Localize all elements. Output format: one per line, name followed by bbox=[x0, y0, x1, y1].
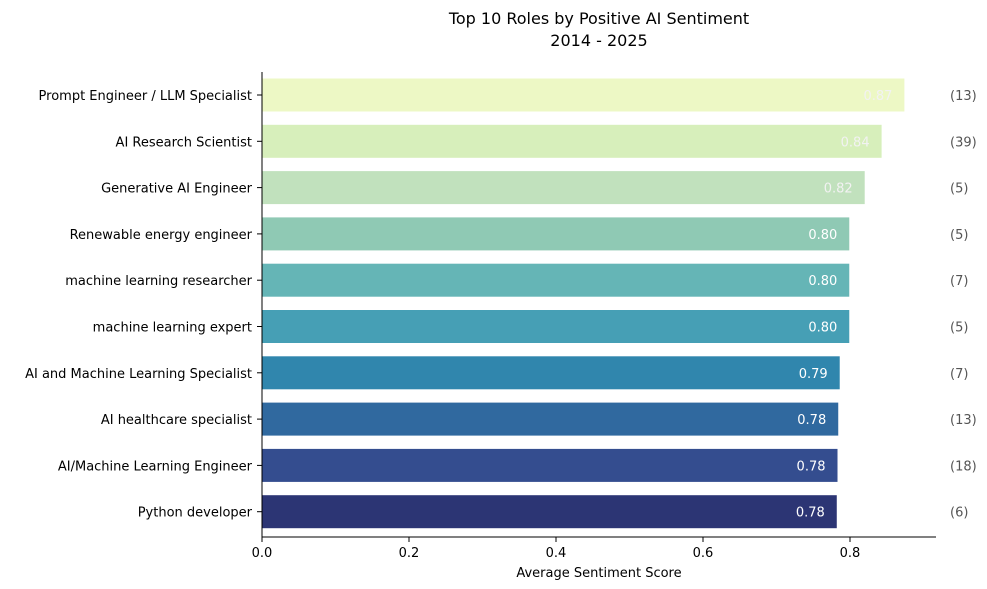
y-tick-label: machine learning expert bbox=[93, 321, 252, 336]
x-tick-label: 0.2 bbox=[399, 546, 420, 561]
bars-layer: 0.87 (13) 0.84 (39) 0.82 (5) 0.80 (5) 0.80 (7) 0.8… bbox=[262, 78, 977, 529]
value-label: 0.82 bbox=[824, 182, 853, 197]
x-tick-label: 0.0 bbox=[252, 546, 273, 561]
y-tick-label: AI/Machine Learning Engineer bbox=[58, 459, 253, 474]
bar bbox=[262, 448, 838, 482]
bar bbox=[262, 310, 850, 343]
count-label: (39) bbox=[950, 135, 977, 150]
bar bbox=[262, 124, 882, 158]
count-label: (13) bbox=[950, 89, 977, 104]
x-tick-label: 0.8 bbox=[840, 546, 861, 561]
count-label: (5) bbox=[950, 321, 968, 336]
count-label: (13) bbox=[950, 413, 977, 428]
chart-subtitle: 2014 - 2025 bbox=[550, 31, 647, 50]
bar bbox=[262, 356, 840, 390]
value-label: 0.78 bbox=[797, 459, 826, 474]
value-label: 0.78 bbox=[796, 506, 825, 521]
count-label: (5) bbox=[950, 228, 968, 243]
value-label: 0.87 bbox=[863, 89, 892, 104]
y-tick-label: Python developer bbox=[138, 506, 253, 521]
bar bbox=[262, 495, 837, 529]
y-tick-label: Generative AI Engineer bbox=[101, 182, 253, 197]
bar bbox=[262, 263, 850, 297]
count-label: (7) bbox=[950, 274, 968, 289]
y-tick-label: machine learning researcher bbox=[65, 274, 252, 289]
bar bbox=[262, 217, 850, 251]
chart-title: Top 10 Roles by Positive AI Sentiment bbox=[448, 9, 749, 28]
count-label: (18) bbox=[950, 459, 977, 474]
bar bbox=[262, 78, 905, 112]
y-tick-label: AI Research Scientist bbox=[116, 135, 252, 150]
count-label: (5) bbox=[950, 182, 968, 197]
count-label: (7) bbox=[950, 367, 968, 382]
y-tick-label: Renewable energy engineer bbox=[70, 228, 253, 243]
axes-layer: Prompt Engineer / LLM Specialist AI Resea… bbox=[25, 72, 936, 561]
count-label: (6) bbox=[950, 506, 968, 521]
x-tick-label: 0.4 bbox=[546, 546, 567, 561]
value-label: 0.80 bbox=[808, 274, 837, 289]
bar bbox=[262, 171, 865, 205]
x-axis-label: Average Sentiment Score bbox=[516, 566, 681, 581]
value-label: 0.79 bbox=[799, 367, 828, 382]
y-tick-label: AI healthcare specialist bbox=[101, 413, 252, 428]
bar bbox=[262, 402, 839, 436]
value-label: 0.78 bbox=[797, 413, 826, 428]
value-label: 0.80 bbox=[808, 321, 837, 336]
y-tick-label: Prompt Engineer / LLM Specialist bbox=[39, 89, 252, 104]
value-label: 0.84 bbox=[841, 135, 870, 150]
value-label: 0.80 bbox=[808, 228, 837, 243]
x-tick-label: 0.6 bbox=[693, 546, 714, 561]
y-tick-label: AI and Machine Learning Specialist bbox=[25, 367, 252, 382]
